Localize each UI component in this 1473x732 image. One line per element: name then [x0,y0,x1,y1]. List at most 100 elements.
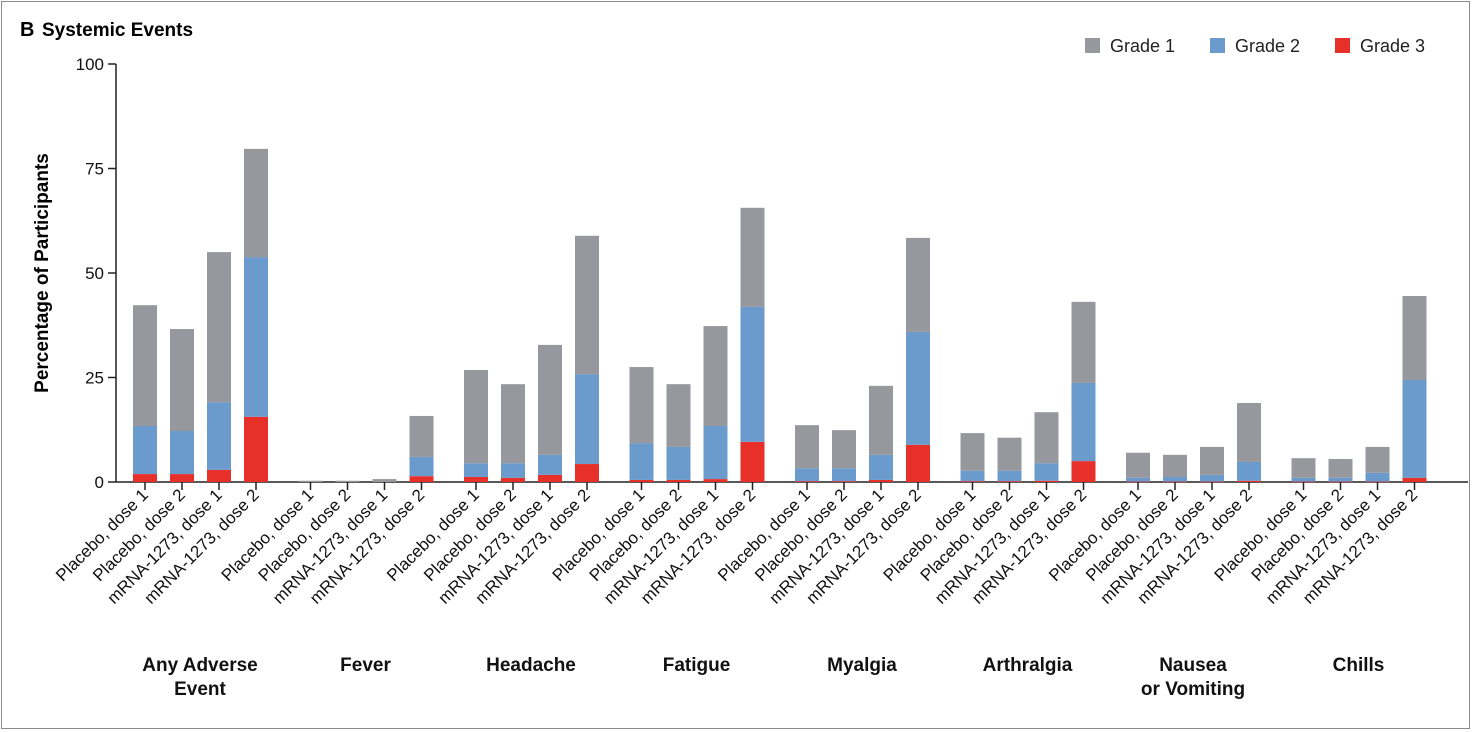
group-label: or Vomiting [1141,679,1245,700]
bar-grade3-segment [1071,461,1096,482]
legend-label-grade-3: Grade 3 [1360,36,1425,56]
bar-grade2-segment [1071,382,1096,462]
bar-grade1-segment [997,437,1022,471]
bar-grade2-segment [1200,474,1224,482]
legend: Grade 1 Grade 2 Grade 3 [1085,36,1425,56]
bar-grade2-segment [1034,463,1059,481]
group-label: Event [174,679,226,700]
bar-grade3-segment [409,476,434,482]
bar-grade1-segment [1402,295,1427,381]
group-label: Fever [340,655,391,676]
legend-label-grade-2: Grade 2 [1235,36,1300,56]
y-axis-label: Percentage of Participants [32,153,53,393]
bar-grade2-segment [409,456,434,477]
legend-swatch-grade-1 [1085,38,1100,53]
bar-grade3-segment [1291,481,1316,483]
bar-grade2-segment [538,454,562,475]
bar-grade1-segment [703,326,728,426]
bar-grade1-segment [629,367,654,444]
bar-grade1-segment [538,344,562,455]
group-label: Myalgia [827,655,897,676]
bar-grade1-segment [464,369,488,464]
bar-grade3-segment [1237,480,1261,482]
bar-grade3-segment [1200,481,1224,483]
bar-grade1-segment [133,305,157,426]
group-label: Nausea [1159,655,1227,676]
bar-grade3-segment [1126,481,1150,483]
bar-grade1-segment [409,415,434,457]
bar-grade1-segment [832,430,856,469]
bar-grade2-segment [464,463,488,477]
bar-grade1-segment [1328,459,1353,478]
bar-grade3-segment [795,481,819,482]
bar-grade2-segment [960,470,985,482]
bar-grade1-segment [1126,452,1150,478]
bar-grade1-segment [244,148,268,258]
bar-grade2-segment [906,331,930,445]
bar-grade2-segment [997,470,1022,482]
bar-grade1-segment [501,384,525,464]
bar-grade3-segment [629,479,654,482]
bar-grade1-segment [906,237,930,332]
group-label: Arthralgia [983,655,1073,676]
bar-grade3-segment [575,464,599,482]
bar-grade2-segment [1237,461,1261,481]
bar-grade3-segment [703,479,728,482]
bar-grade2-segment [1163,476,1187,482]
group-label: Any Adverse [142,655,257,676]
bar-grade2-segment [1328,477,1353,482]
y-tick-label: 50 [85,264,104,283]
bar-grade3-segment [869,479,893,482]
bar-grade1-segment [1291,458,1316,478]
bar-grade1-segment [170,329,194,432]
bar-grade3-segment [207,469,231,482]
bar-grade2-segment [1126,477,1150,482]
bar-grade3-segment [740,441,765,482]
bar-grade3-segment [1365,481,1390,483]
bar-grade3-segment [244,416,268,482]
bar-grade2-segment [703,425,728,480]
bar-grade2-segment [244,257,268,417]
bar-grade1-segment [740,207,765,307]
bar-grade3-segment [666,479,691,482]
bar-grade2-segment [832,468,856,482]
bar-grade1-segment [1237,402,1261,462]
bar-grade3-segment [997,481,1022,482]
bar-grade2-segment [133,425,157,475]
bar-grade1-segment [1200,446,1224,475]
bar-grade3-segment [538,474,562,482]
bar-grade3-segment [1402,477,1427,482]
bar-grade2-segment [795,468,819,482]
bar-grade2-segment [666,446,691,480]
y-tick-label: 0 [95,473,104,492]
chart-title: Systemic Events [42,20,193,41]
bar-grade2-segment [629,443,654,480]
legend-swatch-grade-2 [1210,38,1225,53]
y-tick-label: 100 [76,55,104,74]
legend-label-grade-1: Grade 1 [1110,36,1175,56]
bar-grade1-segment [1071,301,1096,383]
y-tick-label: 75 [85,160,104,179]
bar-grade2-segment [1365,472,1390,482]
group-label: Headache [486,655,576,676]
bar-grade1-segment [666,384,691,447]
bar-grade1-segment [795,425,819,469]
bar-grade1-segment [207,252,231,403]
bar-grade3-segment [906,444,930,482]
bar-grade1-segment [575,235,599,375]
bar-grade3-segment [464,476,488,482]
bar-grade1-segment [1163,454,1187,477]
bar-grade2-segment [207,402,231,470]
bar-grade3-segment [1328,481,1353,483]
bar-grade1-segment [1034,412,1059,464]
bar-grade2-segment [575,374,599,465]
bar-grade3-segment [1163,481,1187,483]
bar-grade3-segment [832,481,856,482]
bar-grade3-segment [133,474,157,482]
bar-grade3-segment [170,474,194,482]
bar-grade2-segment [740,306,765,442]
bar-grade3-segment [960,481,985,482]
legend-swatch-grade-3 [1335,38,1350,53]
